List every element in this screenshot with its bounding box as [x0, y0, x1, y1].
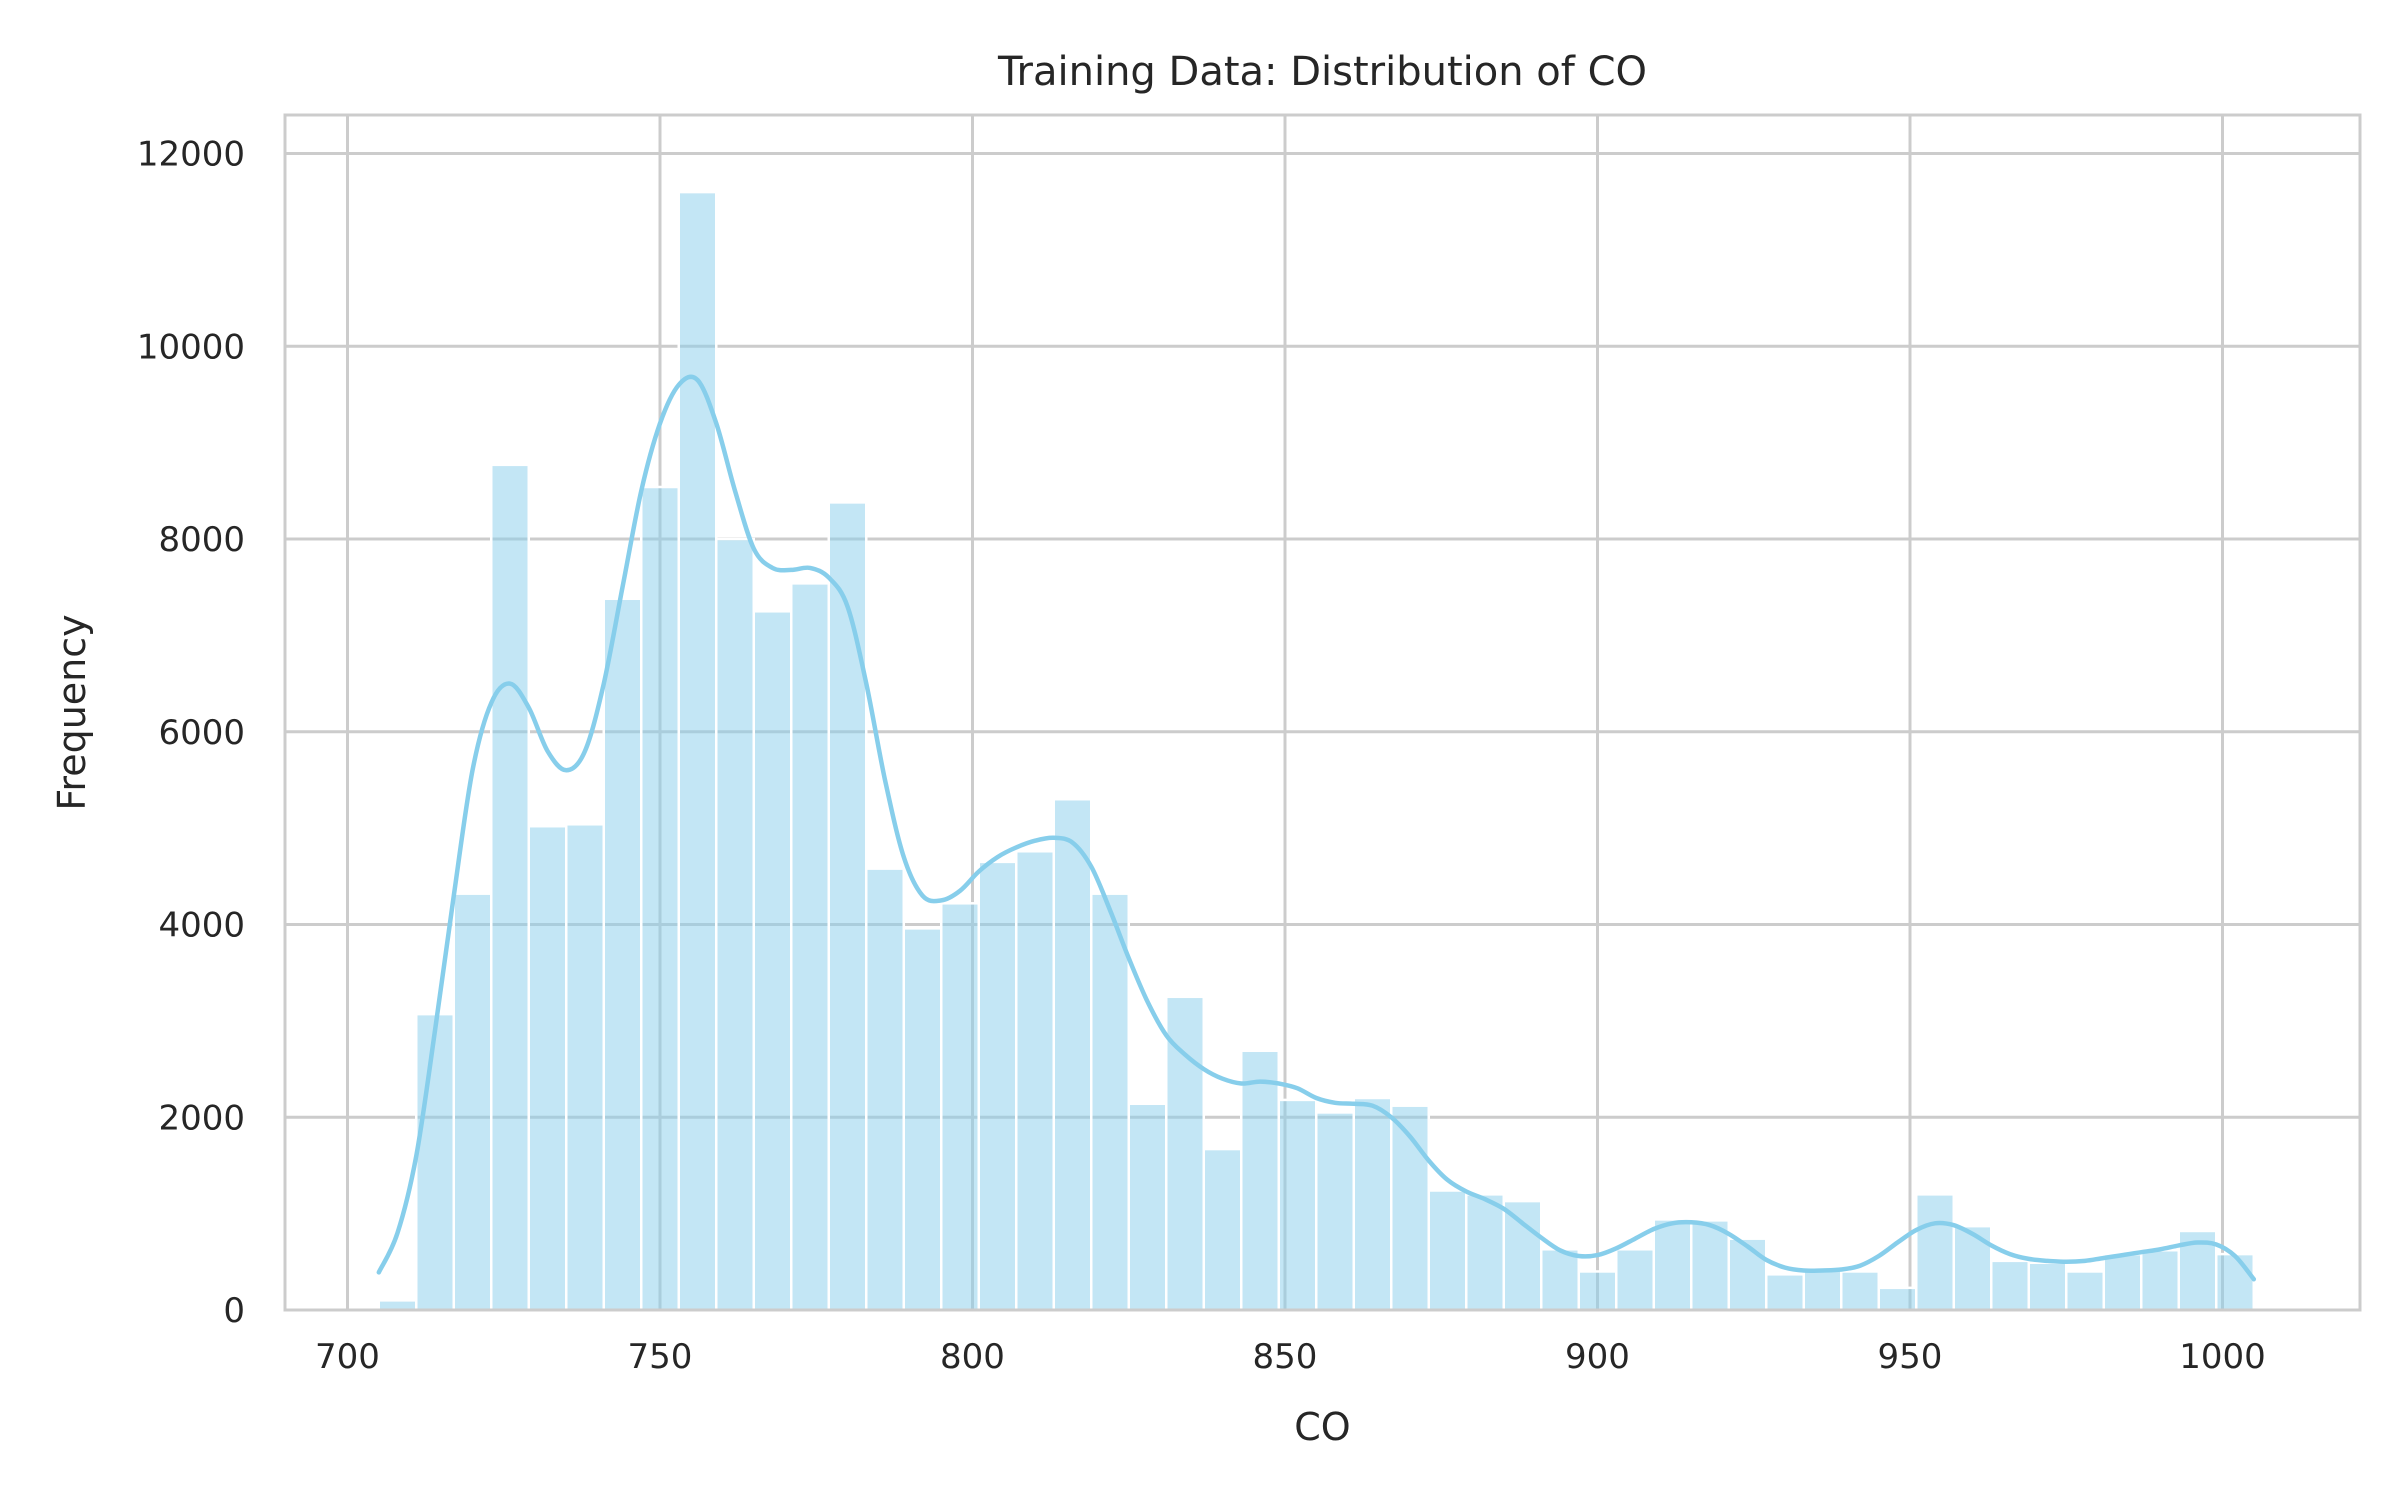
histogram-bar — [2140, 1249, 2180, 1312]
histogram-bar — [865, 867, 905, 1312]
histogram-bar — [827, 501, 868, 1312]
histogram-bar — [490, 463, 530, 1312]
tick-labels: 700 750 800 850 900 950 1000020004000600080001… — [137, 135, 2266, 1377]
histogram-bar — [1240, 1049, 1280, 1312]
x-axis-label: CO — [1294, 1405, 1350, 1449]
x-tick-label: 700 — [315, 1337, 380, 1377]
histogram-bar — [1127, 1102, 1168, 1312]
histogram-bar — [1802, 1268, 1843, 1312]
kde-curve — [376, 374, 2257, 1282]
histogram-bar — [1015, 850, 1055, 1312]
x-tick-label: 750 — [628, 1337, 693, 1377]
histogram-bar — [527, 824, 568, 1312]
y-tick-label: 4000 — [158, 906, 245, 946]
histogram-bar — [902, 927, 943, 1312]
histogram-bar — [1652, 1218, 1693, 1312]
histogram-bar — [1765, 1273, 1805, 1312]
histogram-bar — [2102, 1252, 2143, 1312]
plot-frame — [283, 113, 2362, 1312]
x-tick-label: 900 — [1565, 1337, 1630, 1377]
histogram-bar — [1577, 1270, 1618, 1312]
histogram-bar — [1427, 1189, 1468, 1312]
histogram-bar — [1202, 1147, 1243, 1312]
histogram-bar — [565, 823, 605, 1312]
histogram-bar — [1615, 1248, 1655, 1312]
x-tick-label: 1000 — [2179, 1337, 2266, 1377]
histogram-bar — [677, 190, 718, 1312]
histogram-bar — [640, 485, 680, 1312]
x-tick-label: 800 — [940, 1337, 1005, 1377]
y-tick-label: 0 — [223, 1291, 245, 1331]
kde-curve-layer — [376, 374, 2257, 1282]
x-tick-label: 850 — [1253, 1337, 1318, 1377]
histogram-bar — [1727, 1237, 1768, 1312]
y-tick-label: 2000 — [158, 1098, 245, 1138]
histogram-bar — [2027, 1261, 2068, 1312]
histogram-bar — [1952, 1224, 1993, 1312]
y-tick-label: 12000 — [137, 135, 245, 175]
histogram-bar — [752, 610, 793, 1312]
histogram-bar — [790, 582, 830, 1312]
histogram-bar — [1990, 1259, 2030, 1312]
y-axis-label: Frequency — [50, 614, 94, 810]
histogram-bar — [2215, 1252, 2255, 1312]
histogram-bar — [1540, 1248, 1580, 1312]
histogram-bar — [977, 860, 1018, 1312]
histogram-bar — [1877, 1286, 1918, 1312]
histogram-bar — [1090, 892, 1130, 1312]
histogram-bar — [415, 1012, 455, 1312]
histogram-bar — [1315, 1111, 1355, 1312]
histogram-bar — [1052, 797, 1093, 1312]
histogram-bar — [452, 892, 493, 1312]
histogram-bar — [1502, 1199, 1543, 1312]
y-tick-label: 6000 — [158, 713, 245, 753]
histogram-bar — [1352, 1096, 1393, 1312]
histogram-bar — [2065, 1270, 2105, 1312]
histogram-bar — [1915, 1193, 1955, 1312]
histogram-bar — [940, 902, 980, 1312]
y-tick-label: 8000 — [158, 520, 245, 560]
histogram-bar — [1690, 1219, 1730, 1312]
histogram-bars — [377, 190, 2255, 1312]
histogram-bar — [1277, 1098, 1318, 1312]
histogram-bar — [602, 597, 643, 1312]
histogram-bar — [1465, 1193, 1505, 1312]
chart-title: Training Data: Distribution of CO — [997, 49, 1647, 95]
y-tick-label: 10000 — [137, 327, 245, 367]
x-tick-label: 950 — [1878, 1337, 1943, 1377]
histogram-bar — [715, 537, 755, 1312]
histogram-bar — [1840, 1270, 1880, 1312]
